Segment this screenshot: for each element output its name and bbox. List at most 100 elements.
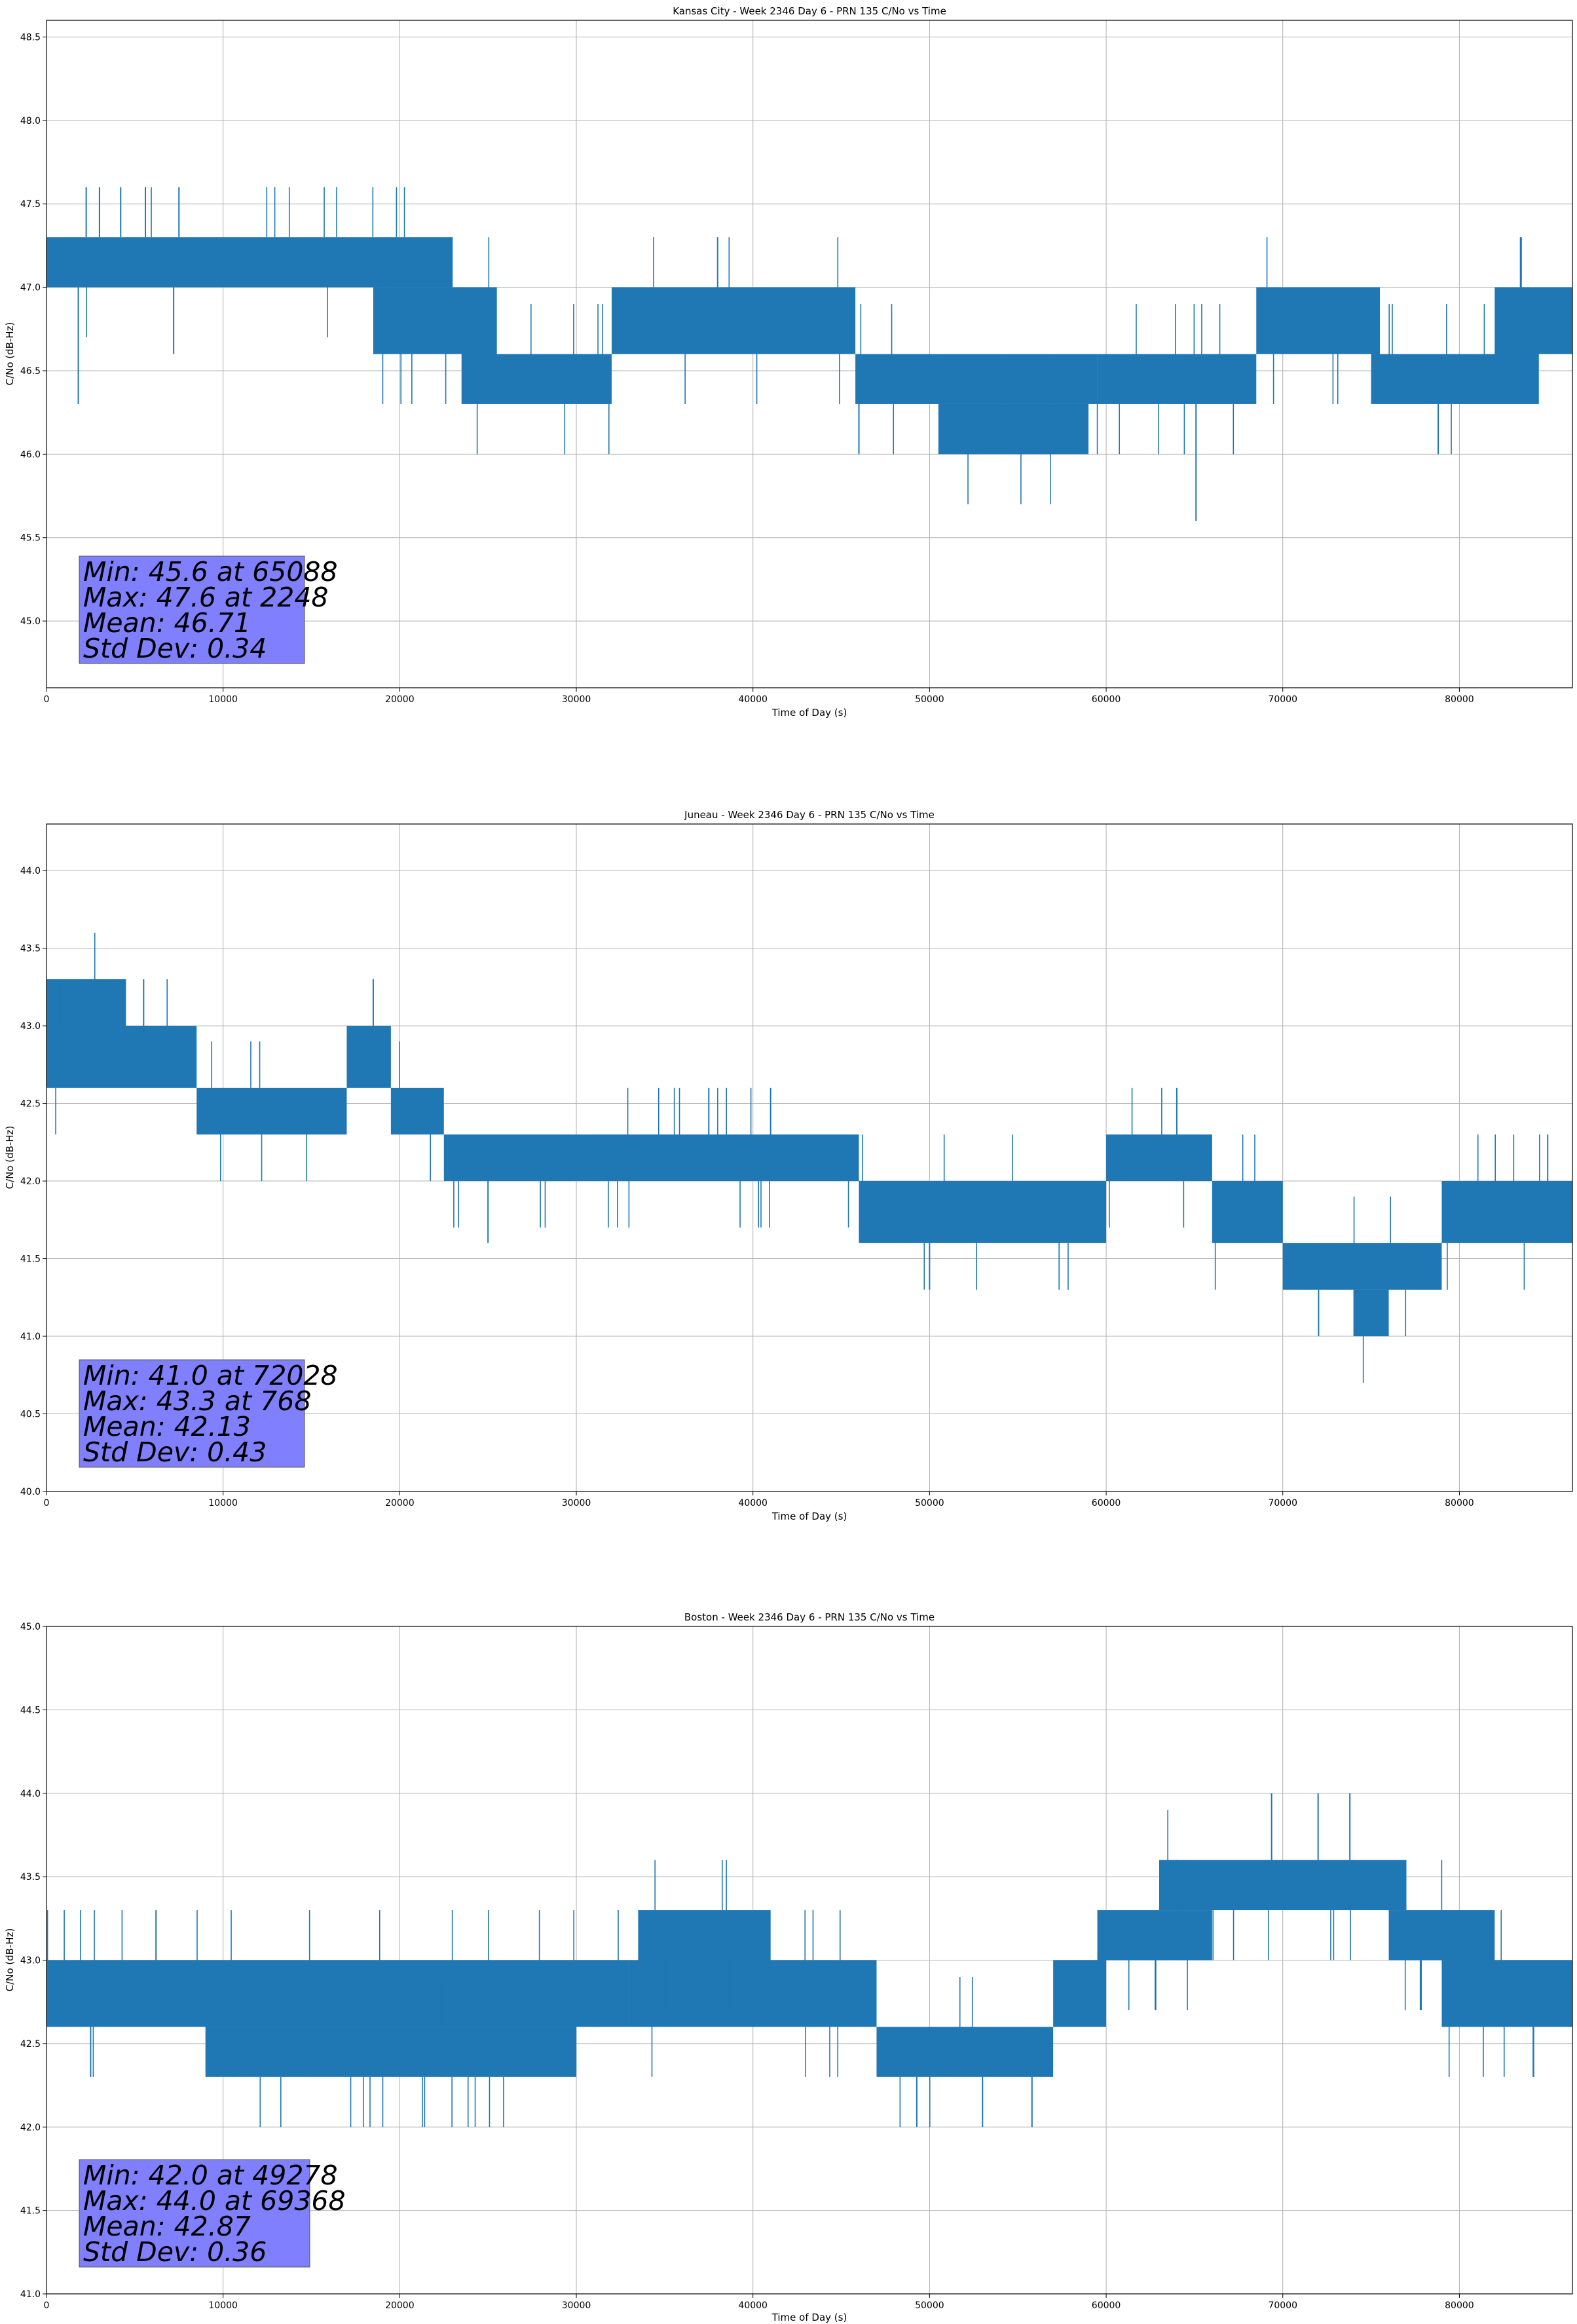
stats-min: Min: 42.0 at 49278 [83, 2160, 338, 2191]
series-band [629, 1960, 877, 2027]
series-band [1053, 1960, 1107, 2027]
series-band [876, 2027, 1054, 2077]
x-tick-label: 0 [44, 2300, 50, 2311]
stats-std-dev: Std Dev: 0.36 [83, 2236, 267, 2268]
series-band [373, 287, 497, 354]
y-tick-label: 44.0 [20, 866, 41, 876]
series-band [1371, 354, 1539, 404]
chart-panel-juneau: Juneau - Week 2346 Day 6 - PRN 135 C/No … [4, 809, 1573, 1522]
y-axis-ticks: 41.0 41.5 42.0 42.5 43.0 43.5 44.0 44.5 45.0 [20, 1622, 46, 2300]
y-tick-label: 41.0 [20, 1332, 41, 1342]
series-band [346, 1026, 391, 1088]
x-axis-ticks: 0 10000 20000 30000 40000 50000 60000 70000 8000… [44, 1491, 1474, 1509]
series-cno [46, 187, 1572, 521]
stats-mean: Mean: 42.13 [83, 1411, 251, 1442]
y-tick-label: 48.5 [20, 32, 41, 43]
x-tick-label: 40000 [738, 694, 768, 705]
y-tick-label: 43.5 [20, 1872, 41, 1883]
plot-frame [46, 20, 1573, 688]
series-band [638, 1910, 771, 1960]
x-tick-label: 80000 [1445, 1498, 1474, 1509]
stats-box-background [79, 555, 305, 664]
series-band [1097, 1910, 1212, 1960]
y-tick-label: 42.5 [20, 2039, 41, 2050]
x-tick-label: 50000 [915, 694, 944, 705]
stats-mean: Mean: 46.71 [83, 607, 251, 639]
stats-box-background [79, 1359, 305, 1468]
x-tick-label: 40000 [738, 2300, 768, 2311]
series-band [1441, 1181, 1572, 1243]
y-tick-label: 45.5 [20, 533, 41, 544]
y-tick-label: 43.0 [20, 1956, 41, 1966]
x-axis-label: Time of Day (s) [771, 2312, 847, 2323]
y-tick-label: 45.0 [20, 1622, 41, 1632]
series-band [1494, 287, 1572, 354]
series-band [390, 1087, 444, 1134]
y-tick-label: 42.5 [20, 1099, 41, 1110]
series-band [46, 979, 126, 1026]
x-tick-label: 0 [44, 694, 50, 705]
y-axis-ticks: 40.0 40.5 41.0 41.5 42.0 42.5 43.0 43.5 44.0 [20, 866, 46, 1497]
series-band [196, 1087, 347, 1134]
plot-frame [46, 823, 1573, 1492]
y-tick-label: 47.0 [20, 283, 41, 293]
y-axis-label: C/No (dB-Hz) [4, 322, 16, 386]
y-tick-label: 43.0 [20, 1021, 41, 1032]
stats-mean: Mean: 42.87 [83, 2211, 251, 2242]
stats-min: Min: 45.6 at 65088 [83, 556, 338, 588]
y-tick-label: 40.0 [20, 1487, 41, 1497]
y-tick-label: 44.0 [20, 1789, 41, 1799]
series-band [1388, 1910, 1495, 1960]
x-tick-label: 70000 [1268, 694, 1297, 705]
y-tick-label: 42.0 [20, 2122, 41, 2133]
x-axis-label: Time of Day (s) [771, 707, 847, 719]
series-cno [46, 932, 1572, 1383]
y-tick-label: 41.0 [20, 2289, 41, 2300]
series-band [443, 1134, 859, 1182]
x-tick-label: 80000 [1445, 2300, 1474, 2311]
y-tick-label: 40.5 [20, 1410, 41, 1420]
series-band [1256, 287, 1381, 354]
series-band [1106, 1134, 1212, 1182]
y-tick-label: 48.0 [20, 116, 41, 126]
series-band [938, 403, 1089, 455]
stats-box: Min: 45.6 at 65088 Max: 47.6 at 2248 Mea… [79, 555, 338, 664]
stats-min: Min: 41.0 at 72028 [83, 1360, 338, 1391]
series-band [859, 1181, 1107, 1243]
series-band [611, 287, 856, 354]
series-band [46, 237, 453, 288]
series-band [1097, 354, 1257, 404]
x-tick-label: 10000 [208, 1498, 238, 1509]
x-tick-label: 30000 [562, 2300, 591, 2311]
series-band [46, 1026, 197, 1088]
series-band [855, 354, 1098, 404]
x-tick-label: 10000 [208, 694, 238, 705]
stats-box: Min: 42.0 at 49278 Max: 44.0 at 69368 Me… [79, 2159, 346, 2268]
x-tick-label: 60000 [1092, 2300, 1121, 2311]
chart-title: Boston - Week 2346 Day 6 - PRN 135 C/No … [684, 1611, 935, 1623]
x-tick-label: 40000 [738, 1498, 768, 1509]
x-tick-label: 20000 [385, 694, 415, 705]
chart-panel-boston: Boston - Week 2346 Day 6 - PRN 135 C/No … [4, 1611, 1573, 2323]
stats-std-dev: Std Dev: 0.43 [83, 1436, 267, 1468]
y-tick-label: 43.5 [20, 944, 41, 954]
series-cno [46, 1793, 1572, 2127]
y-tick-label: 46.5 [20, 366, 41, 377]
x-tick-label: 50000 [915, 2300, 944, 2311]
series-band [461, 354, 612, 404]
y-tick-label: 44.5 [20, 1705, 41, 1715]
series-band [1353, 1289, 1389, 1337]
x-tick-label: 0 [44, 1498, 50, 1509]
series-band [205, 2027, 577, 2077]
series-band [1441, 1960, 1572, 2027]
stats-max: Max: 44.0 at 69368 [83, 2185, 346, 2217]
stats-std-dev: Std Dev: 0.34 [83, 633, 267, 664]
x-axis-ticks: 0 10000 20000 30000 40000 50000 60000 70000 8000… [44, 2294, 1474, 2311]
x-tick-label: 20000 [385, 1498, 415, 1509]
x-tick-label: 70000 [1268, 2300, 1297, 2311]
x-axis-label: Time of Day (s) [771, 1510, 847, 1522]
y-tick-label: 41.5 [20, 1254, 41, 1265]
y-axis-label: C/No (dB-Hz) [4, 1126, 16, 1190]
x-tick-label: 60000 [1092, 1498, 1121, 1509]
